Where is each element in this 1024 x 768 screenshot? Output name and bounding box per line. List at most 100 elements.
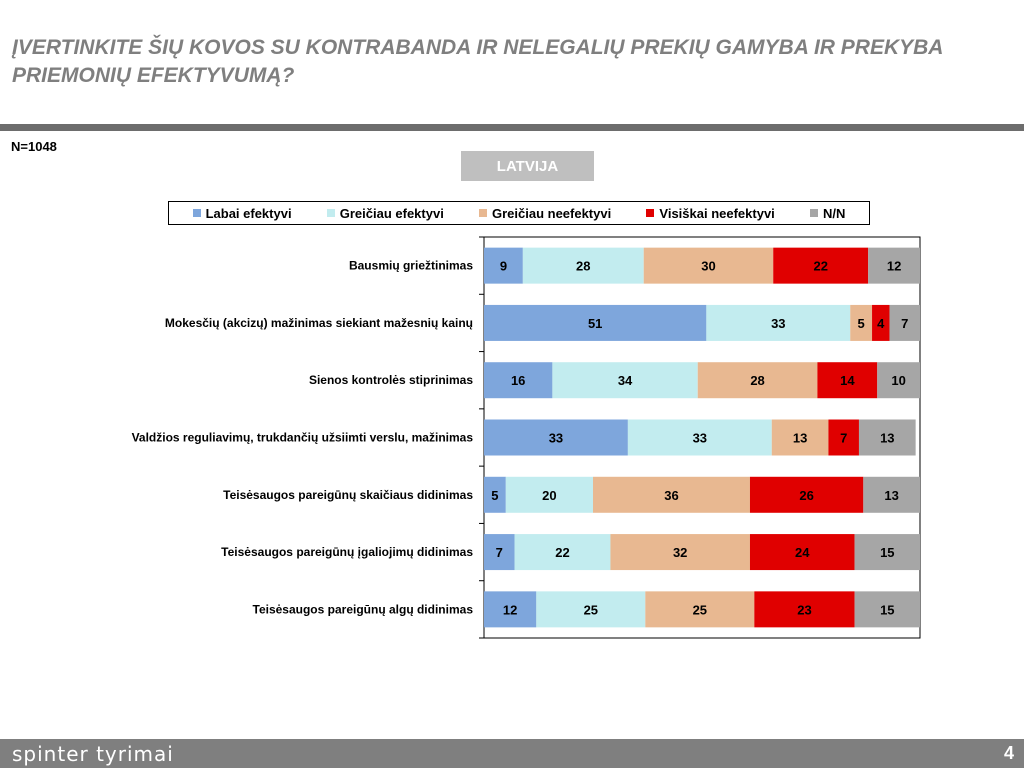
bar-segment [484, 534, 515, 571]
bar-segment [593, 476, 750, 513]
category-label: Teisėsaugos pareigūnų algų didinimas [253, 602, 474, 616]
category-label: Teisėsaugos pareigūnų skaičiaus didinima… [223, 488, 473, 502]
legend-label: Visiškai neefektyvi [659, 205, 775, 221]
category-label: Bausmių griežtinimas [349, 259, 473, 273]
data-label: 26 [799, 488, 813, 503]
sample-size: N=1048 [11, 139, 57, 154]
data-label: 25 [584, 602, 598, 617]
legend-swatch [326, 209, 335, 217]
bar-segment [484, 476, 506, 513]
data-label: 7 [901, 316, 908, 331]
legend-swatch [646, 209, 655, 217]
data-label: 28 [750, 373, 764, 388]
data-label: 10 [891, 373, 905, 388]
brand-logo: spinter tyrimai [12, 742, 174, 766]
bar-segment [484, 304, 707, 341]
stacked-bar-chart: Bausmių griežtinimas 9 28 30 22 12 Mokesčių (a… [132, 236, 921, 639]
bar-segment [484, 362, 553, 399]
data-label: 13 [880, 431, 894, 446]
legend-item: Greičiau efektyvi [326, 205, 444, 221]
data-label: 9 [500, 259, 507, 274]
data-label: 12 [887, 259, 901, 274]
data-label: 7 [496, 545, 503, 560]
legend-item: Labai efektyvi [192, 205, 292, 221]
data-label: 34 [618, 373, 633, 388]
data-label: 28 [576, 259, 590, 274]
data-label: 13 [793, 431, 807, 446]
bar-segment [505, 476, 593, 513]
data-label: 25 [693, 602, 707, 617]
bar-segment [854, 591, 920, 628]
bar-segment [697, 362, 818, 399]
page-title: ĮVERTINKITE ŠIŲ KOVOS SU KONTRABANDA IR … [12, 36, 943, 87]
data-label: 33 [771, 316, 785, 331]
bar-segment [749, 534, 855, 571]
data-label: 51 [588, 316, 602, 331]
bar-segment [828, 419, 859, 456]
bar-segment [522, 247, 644, 284]
bar-segment [817, 362, 878, 399]
country-label: LATVIJA [461, 151, 594, 181]
bar-segment [643, 247, 774, 284]
bar-segment [889, 304, 920, 341]
bar-segment [627, 419, 772, 456]
legend-item: Visiškai neefektyvi [646, 205, 775, 221]
data-label: 22 [813, 259, 827, 274]
category-label: Mokesčių (akcizų) mažinimas siekiant maž… [165, 316, 473, 330]
legend-item: N/N [809, 205, 846, 221]
bar-segment [536, 591, 646, 628]
legend-label: N/N [822, 205, 846, 221]
bar-segment [872, 304, 890, 341]
bar-segment [854, 534, 920, 571]
legend-label: Greičiau neefektyvi [491, 205, 612, 221]
data-label: 5 [491, 488, 498, 503]
data-label: 36 [664, 488, 678, 503]
bar-segment [514, 534, 611, 571]
data-label: 15 [880, 602, 894, 617]
category-label: Sienos kontrolės stiprinimas [309, 373, 473, 387]
data-label: 16 [511, 373, 525, 388]
legend-swatch [478, 209, 487, 217]
legend-label: Labai efektyvi [205, 205, 292, 221]
bar-segment [749, 476, 864, 513]
category-label: Teisėsaugos pareigūnų įgaliojimų didinim… [221, 545, 473, 559]
bar-segment [610, 534, 750, 571]
bar-segment [863, 476, 920, 513]
data-label: 7 [840, 431, 847, 446]
data-label: 13 [884, 488, 898, 503]
bar-segment [877, 362, 920, 399]
bar-segment [754, 591, 855, 628]
bar-segment [850, 304, 873, 341]
bar-segment [552, 362, 698, 399]
data-label: 24 [795, 545, 810, 560]
bar-segment [706, 304, 851, 341]
legend-swatch [192, 209, 201, 217]
bar-segment [645, 591, 755, 628]
bar-segment [868, 247, 920, 284]
data-label: 23 [797, 602, 811, 617]
chart-legend: Labai efektyvi Greičiau efektyvi Greičiau … [168, 201, 870, 225]
bar-segment [484, 591, 537, 628]
data-label: 22 [555, 545, 569, 560]
data-label: 33 [693, 431, 707, 446]
data-label: 15 [880, 545, 894, 560]
bar-segment [773, 247, 869, 284]
data-label: 33 [549, 431, 563, 446]
title-divider [0, 124, 1024, 131]
bar-segment [858, 419, 916, 456]
data-label: 20 [542, 488, 556, 503]
category-label: Valdžios reguliavimų, trukdančių užsiimt… [132, 431, 474, 445]
data-label: 5 [858, 316, 865, 331]
page-number: 4 [1003, 743, 1014, 763]
data-label: 32 [673, 545, 687, 560]
bar-segment [484, 419, 628, 456]
legend-swatch [809, 209, 818, 217]
data-label: 30 [701, 259, 715, 274]
data-label: 14 [840, 373, 855, 388]
data-label: 12 [503, 602, 517, 617]
bar-segment [771, 419, 829, 456]
legend-label: Greičiau efektyvi [339, 205, 444, 221]
footer-bar: spinter tyrimai 4 [0, 739, 1024, 768]
legend-item: Greičiau neefektyvi [478, 205, 612, 221]
bar-segment [484, 247, 523, 284]
